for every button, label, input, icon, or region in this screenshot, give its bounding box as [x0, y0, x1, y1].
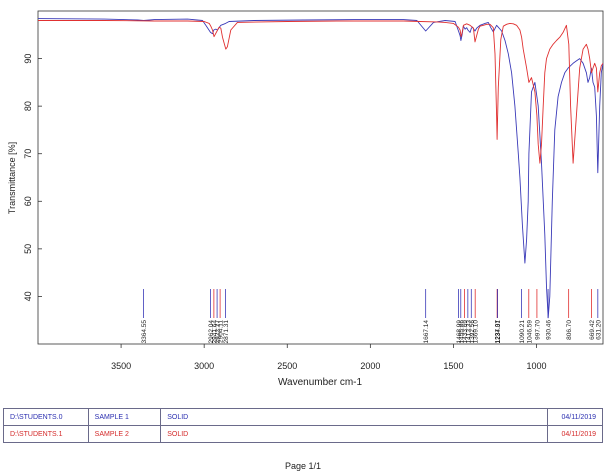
- peak-label: 1433.69: [462, 320, 469, 344]
- date-cell: 04/11/2019: [547, 425, 603, 443]
- x-axis-ticks: 3500 3000 2500 2000 1500 1000: [111, 344, 547, 371]
- peak-label: 669.42: [589, 320, 596, 340]
- y-axis-label: Transmittance [%]: [7, 142, 17, 214]
- peak-label: 2904.11: [218, 320, 225, 343]
- peak-label: 1369.10: [473, 320, 480, 344]
- x-axis-label: Wavenumber cm-1: [278, 377, 363, 388]
- y-tick-label: 50: [23, 244, 33, 254]
- peak-label: 1046.59: [526, 320, 533, 344]
- peak-label: 1237.07: [495, 320, 502, 344]
- sample-legend-table: D:\STUDENTS.0 SAMPLE 1 SOLID 04/11/2019 …: [3, 408, 603, 443]
- x-tick-label: 3000: [194, 361, 214, 371]
- date-cell: 04/11/2019: [547, 408, 603, 426]
- peak-label: 1234.31: [495, 320, 502, 344]
- y-tick-label: 80: [23, 101, 33, 111]
- peak-label: 2871.31: [223, 320, 230, 344]
- file-path-cell: D:\STUDENTS.1: [3, 425, 89, 443]
- peak-label: 2922.27: [215, 320, 222, 344]
- y-tick-label: 90: [23, 54, 33, 64]
- table-row: D:\STUDENTS.1 SAMPLE 2 SOLID 04/11/2019: [3, 425, 603, 443]
- spectrum-series: [37, 18, 604, 319]
- peak-label: 1667.14: [423, 320, 430, 344]
- page-number: Page 1/1: [284, 461, 322, 471]
- sample-name-cell: SAMPLE 1: [87, 408, 162, 426]
- peak-label: 1455.86: [458, 320, 465, 344]
- x-tick-label: 2000: [360, 361, 380, 371]
- y-tick-label: 60: [23, 196, 33, 206]
- peak-label: 930.46: [546, 320, 553, 340]
- peak-label: 2941.64: [211, 320, 218, 344]
- sample-state-cell: SOLID: [160, 425, 549, 443]
- peak-label: 1392.56: [469, 320, 476, 344]
- peak-label: 631.20: [595, 320, 602, 340]
- peak-label: 1468.99: [456, 320, 463, 344]
- peak-label: 3364.55: [141, 320, 148, 344]
- spectrum-line-sample-2: [38, 20, 604, 164]
- y-tick-label: 40: [23, 291, 33, 301]
- spectrum-line-sample-1: [37, 18, 604, 319]
- peak-label: 2962.04: [208, 320, 215, 344]
- file-path-cell: D:\STUDENTS.0: [3, 408, 89, 426]
- peak-labels: 3364.55 2962.042941.642922.272904.112871.…: [141, 289, 602, 344]
- table-row: D:\STUDENTS.0 SAMPLE 1 SOLID 04/11/2019: [3, 408, 603, 426]
- x-tick-label: 1500: [443, 361, 463, 371]
- x-tick-label: 2500: [277, 361, 297, 371]
- peak-label: 1413.33: [465, 320, 472, 344]
- x-tick-label: 3500: [111, 361, 131, 371]
- plot-frame: [37, 10, 604, 345]
- peak-label: 997.70: [534, 320, 541, 340]
- y-tick-label: 70: [23, 149, 33, 159]
- sample-state-cell: SOLID: [160, 408, 549, 426]
- peak-label: 806.70: [566, 320, 573, 340]
- peak-label: 1090.21: [519, 320, 526, 344]
- y-axis-ticks: 40 50 60 70 80 90: [23, 54, 42, 301]
- x-tick-label: 1000: [527, 361, 547, 371]
- sample-name-cell: SAMPLE 2: [87, 425, 162, 443]
